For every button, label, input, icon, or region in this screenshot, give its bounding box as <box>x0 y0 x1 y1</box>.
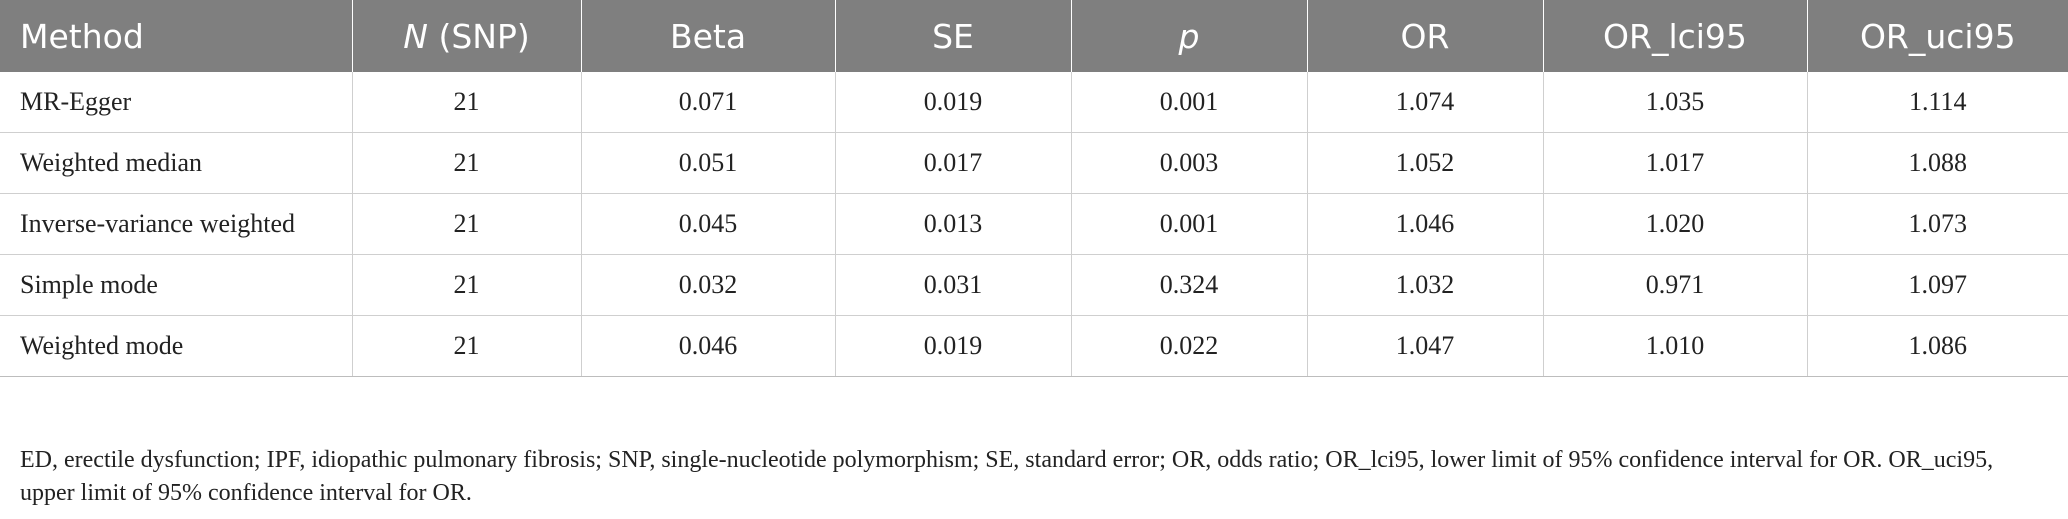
value-cell: 0.013 <box>834 193 1071 255</box>
header-row: Method N (SNP) Beta SE p OR OR_lci95 OR_uci95 <box>0 0 2068 72</box>
value-cell: 1.074 <box>1306 72 1543 133</box>
column-header-suffix: (SNP) <box>427 16 530 56</box>
column-header: SE <box>834 0 1071 72</box>
value-cell: 0.019 <box>834 72 1071 133</box>
value-cell: 0.022 <box>1070 315 1307 377</box>
value-cell: 0.017 <box>834 132 1071 194</box>
value-cell: 21 <box>351 193 581 255</box>
column-header-text: OR_uci95 <box>1859 16 2016 56</box>
value-cell: 1.017 <box>1542 132 1807 194</box>
results-table: Method N (SNP) Beta SE p OR OR_lci95 OR_uci95 M… <box>0 0 2068 377</box>
method-cell: MR-Egger <box>0 72 352 133</box>
column-header: Method <box>0 0 352 72</box>
column-header-text: Method <box>20 16 144 56</box>
value-cell: 0.045 <box>580 193 835 255</box>
value-cell: 1.114 <box>1806 72 2068 133</box>
value-cell: 1.097 <box>1806 254 2068 316</box>
value-cell: 1.047 <box>1306 315 1543 377</box>
column-header-italic: p <box>1178 16 1200 56</box>
value-cell: 0.001 <box>1070 193 1307 255</box>
method-cell: Weighted mode <box>0 315 352 377</box>
table-footnote: ED, erectile dysfunction; IPF, idiopathi… <box>20 447 1994 506</box>
column-header-text: SE <box>932 16 974 56</box>
table-body: MR-Egger 21 0.071 0.019 0.001 1.074 1.035 1.114… <box>0 72 2068 377</box>
value-cell: 1.046 <box>1306 193 1543 255</box>
column-header: N (SNP) <box>351 0 581 72</box>
column-header: OR_uci95 <box>1806 0 2068 72</box>
column-header-text: OR_lci95 <box>1603 16 1747 56</box>
value-cell: 0.031 <box>834 254 1071 316</box>
column-header-text: OR <box>1400 16 1450 56</box>
column-header: Beta <box>580 0 835 72</box>
table-row: Inverse-variance weighted 21 0.045 0.013 0.0… <box>0 193 2068 255</box>
value-cell: 0.324 <box>1070 254 1307 316</box>
table-row: Weighted mode 21 0.046 0.019 0.022 1.047 1.010… <box>0 315 2068 377</box>
value-cell: 1.035 <box>1542 72 1807 133</box>
column-header: OR_lci95 <box>1542 0 1807 72</box>
table-header: Method N (SNP) Beta SE p OR OR_lci95 OR_uci95 <box>0 0 2068 72</box>
value-cell: 21 <box>351 254 581 316</box>
value-cell: 0.001 <box>1070 72 1307 133</box>
value-cell: 21 <box>351 72 581 133</box>
table-row: Simple mode 21 0.032 0.031 0.324 1.032 0.971 1.… <box>0 254 2068 316</box>
value-cell: 1.032 <box>1306 254 1543 316</box>
value-cell: 0.046 <box>580 315 835 377</box>
value-cell: 21 <box>351 132 581 194</box>
column-header-text: Beta <box>669 16 747 56</box>
value-cell: 0.051 <box>580 132 835 194</box>
value-cell: 1.086 <box>1806 315 2068 377</box>
value-cell: 0.071 <box>580 72 835 133</box>
results-table-container: Method N (SNP) Beta SE p OR OR_lci95 OR_uci95 M… <box>0 0 2068 506</box>
value-cell: 1.073 <box>1806 193 2068 255</box>
value-cell: 0.032 <box>580 254 835 316</box>
value-cell: 1.052 <box>1306 132 1543 194</box>
method-cell: Weighted median <box>0 132 352 194</box>
column-header: p <box>1070 0 1307 72</box>
value-cell: 0.003 <box>1070 132 1307 194</box>
value-cell: 1.088 <box>1806 132 2068 194</box>
value-cell: 1.020 <box>1542 193 1807 255</box>
method-cell: Inverse-variance weighted <box>0 193 352 255</box>
column-header: OR <box>1306 0 1543 72</box>
value-cell: 0.019 <box>834 315 1071 377</box>
table-row: Weighted median 21 0.051 0.017 0.003 1.052 1.0… <box>0 132 2068 194</box>
column-header-italic: N <box>403 16 428 56</box>
value-cell: 21 <box>351 315 581 377</box>
value-cell: 0.971 <box>1542 254 1807 316</box>
method-cell: Simple mode <box>0 254 352 316</box>
table-row: MR-Egger 21 0.071 0.019 0.001 1.074 1.035 1.114 <box>0 72 2068 133</box>
value-cell: 1.010 <box>1542 315 1807 377</box>
